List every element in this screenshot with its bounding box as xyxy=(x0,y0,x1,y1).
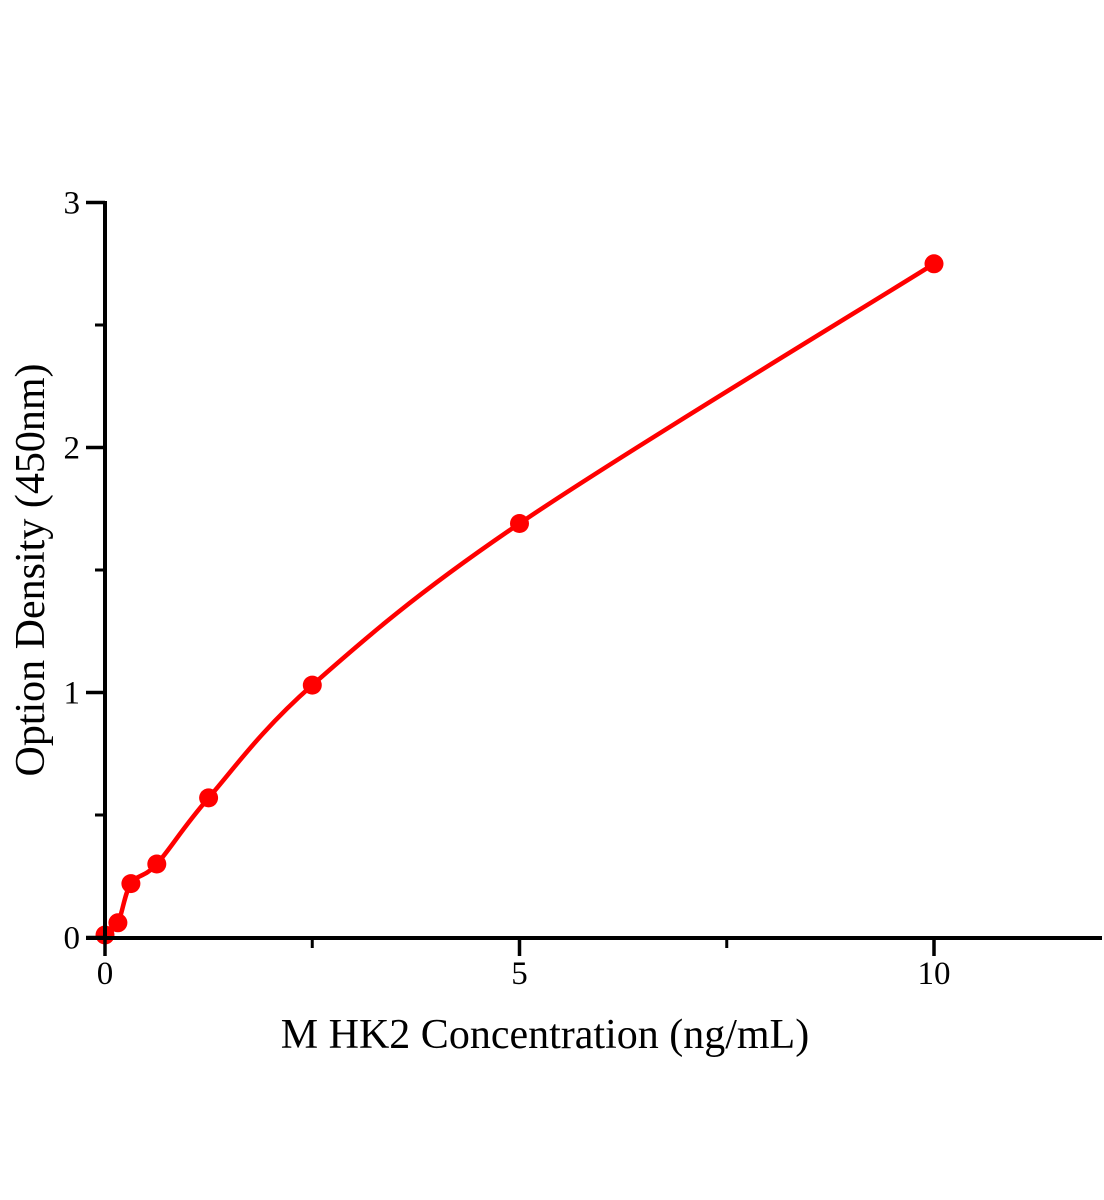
data-point xyxy=(302,675,322,695)
data-point xyxy=(147,854,167,874)
x-axis-title: M HK2 Concentration (ng/mL) xyxy=(281,1012,809,1058)
data-point xyxy=(924,254,944,274)
y-tick-label: 2 xyxy=(64,431,81,467)
data-point xyxy=(510,514,529,533)
x-tick-label: 10 xyxy=(918,956,951,992)
data-point xyxy=(108,913,128,933)
data-point xyxy=(121,874,141,894)
y-tick-label: 0 xyxy=(64,921,81,957)
x-tick-label: 5 xyxy=(511,956,528,992)
data-point xyxy=(199,788,219,808)
y-tick-label: 3 xyxy=(64,186,81,222)
y-axis-title: Option Density (450nm) xyxy=(8,364,54,777)
plot-layer: 0 5 10 0 1 2 3 xyxy=(64,186,1102,992)
x-tick-label: 0 xyxy=(97,956,114,992)
y-tick-label: 1 xyxy=(64,676,81,712)
fit-curve xyxy=(103,261,936,937)
